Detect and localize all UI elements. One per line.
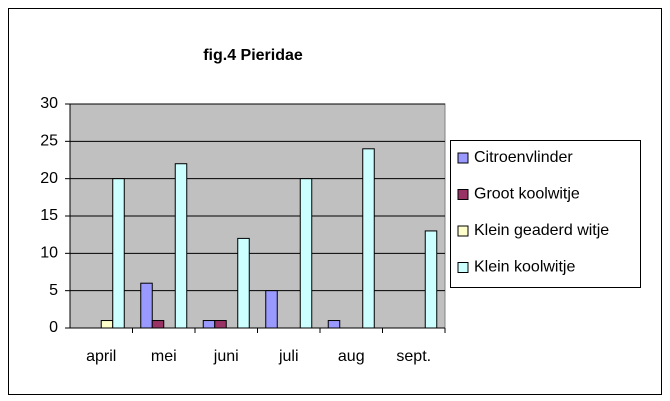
x-tick-label: mei [151, 348, 177, 365]
bar [174, 163, 188, 329]
y-tick-label: 25 [40, 133, 58, 150]
bar [112, 178, 125, 329]
legend-label: Citroenvlinder [474, 149, 573, 166]
bar [140, 282, 153, 329]
chart-title: fig.4 Pieridae [203, 47, 303, 64]
legend-swatch [457, 152, 469, 164]
y-tick-label: 0 [49, 319, 58, 336]
bar [202, 320, 216, 329]
legend-label: Klein geaderd witje [474, 222, 609, 239]
bar [214, 320, 227, 329]
x-tick-label: juni [213, 348, 239, 365]
y-tick-label: 20 [40, 170, 58, 187]
bar [151, 320, 165, 329]
legend-swatch [457, 225, 469, 237]
legend-swatch [457, 189, 469, 200]
x-tick-label: aug [338, 348, 365, 365]
legend-box [450, 140, 641, 288]
bar [362, 148, 375, 329]
bar [424, 230, 438, 329]
y-tick-label: 5 [49, 282, 58, 299]
bar [265, 290, 278, 329]
y-tick-label: 10 [40, 245, 58, 262]
y-tick-label: 15 [40, 207, 58, 224]
x-tick-label: sept. [396, 348, 431, 365]
legend-swatch [457, 262, 469, 273]
legend-label: Klein koolwitje [474, 259, 575, 276]
legend-label: Groot koolwitje [474, 186, 580, 203]
bar [100, 320, 114, 329]
x-tick-label: april [86, 348, 116, 365]
y-tick-label: 30 [40, 95, 58, 112]
bar [299, 178, 313, 329]
bar [237, 237, 250, 329]
bar [327, 320, 341, 329]
x-tick-label: juli [278, 348, 299, 365]
